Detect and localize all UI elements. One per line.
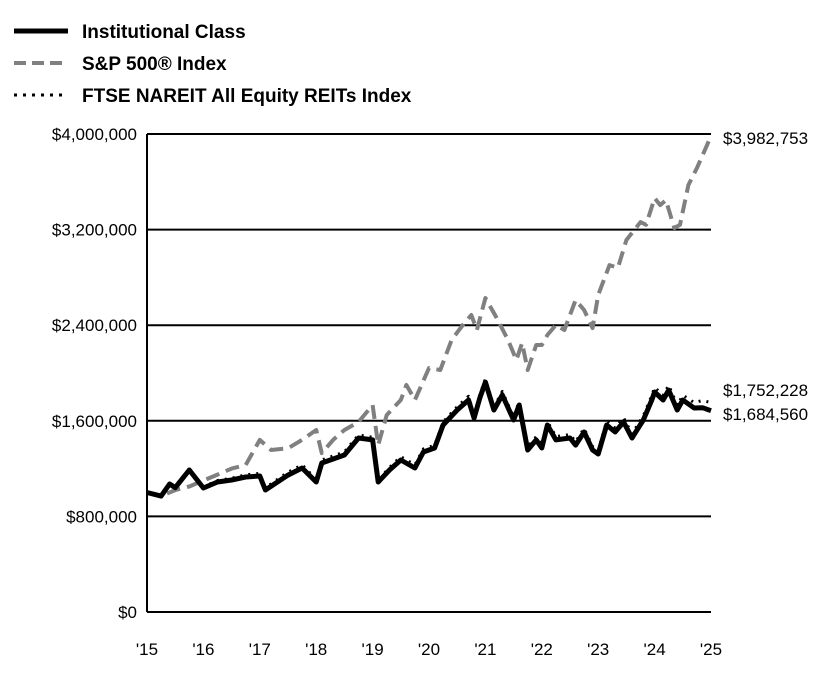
- end-value-label: $1,752,228: [723, 381, 808, 400]
- series-line-s-p-500-index: [146, 135, 713, 499]
- legend-item-institutional-class: Institutional Class: [14, 22, 246, 43]
- x-tick-label: '16: [192, 640, 214, 659]
- end-value-label: $3,982,753: [723, 129, 808, 148]
- legend-label: Institutional Class: [82, 22, 246, 43]
- x-tick-label: '17: [249, 640, 271, 659]
- y-tick-label: $0: [118, 603, 137, 622]
- x-tick-label: '23: [587, 640, 609, 659]
- y-tick-label: $1,600,000: [52, 412, 137, 431]
- x-tick-label: '18: [305, 640, 327, 659]
- legend-item-sp500: S&P 500® Index: [14, 54, 227, 75]
- legend-label: S&P 500® Index: [82, 54, 227, 75]
- legend-item-ftse-nareit: FTSE NAREIT All Equity REITs Index: [14, 86, 412, 107]
- series-line-institutional-class: [146, 379, 712, 499]
- x-tick-label: '25: [700, 640, 722, 659]
- y-tick-label: $3,200,000: [52, 221, 137, 240]
- legend: Institutional Class S&P 500® Index FTSE …: [14, 22, 412, 107]
- y-tick-label: $2,400,000: [52, 316, 137, 335]
- x-tick-label: '15: [136, 640, 158, 659]
- x-tick-label: '24: [644, 640, 666, 659]
- end-value-label: $1,684,560: [723, 405, 808, 424]
- x-tick-label: '21: [474, 640, 496, 659]
- y-tick-label: $4,000,000: [52, 125, 137, 144]
- x-tick-label: '20: [418, 640, 440, 659]
- legend-label: FTSE NAREIT All Equity REITs Index: [82, 86, 412, 107]
- y-tick-label: $800,000: [66, 507, 137, 526]
- x-tick-label: '19: [362, 640, 384, 659]
- x-tick-label: '22: [531, 640, 553, 659]
